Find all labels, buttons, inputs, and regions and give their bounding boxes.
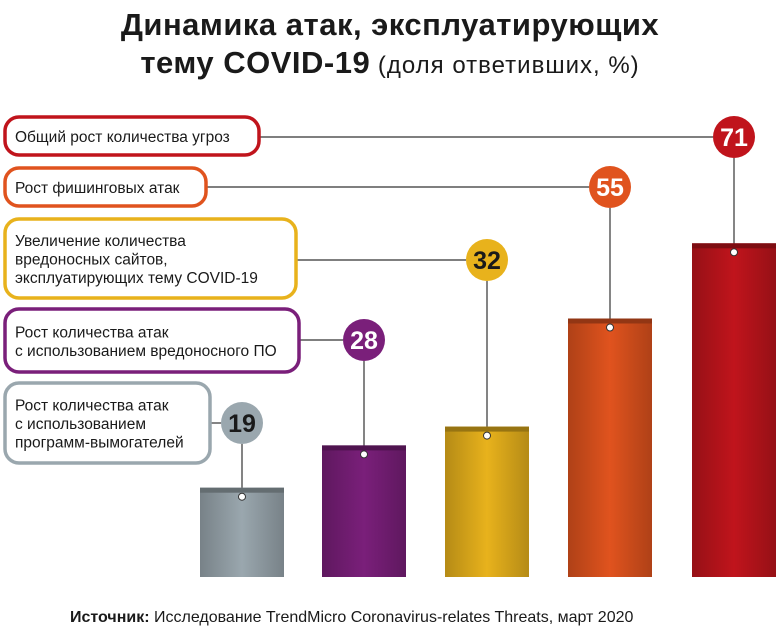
bar-dot [238,492,246,501]
bar [692,243,776,578]
source-note: Источник: Исследование TrendMicro Corona… [70,609,633,627]
category-box [3,166,208,208]
data-label: 55 [596,174,624,202]
bar-cap [200,487,284,493]
title-line-2: тему COVID-19 (доля ответивших, %) [0,44,780,85]
category-label: с использованием [15,416,146,433]
category-label: Рост количества атак [15,324,169,341]
bar-cap [322,445,406,451]
bar-dot [360,450,368,459]
category-label: программ-вымогателей [15,435,184,452]
data-label: 19 [228,410,256,438]
bar-dot [730,248,738,257]
category-label: эксплуатирующих тему COVID-19 [15,270,258,287]
category-label: Рост количества атак [15,398,169,415]
category-box [3,217,298,300]
bar-cap [692,243,776,249]
bar-cap [445,426,529,432]
bar-dot [483,431,491,440]
value-bubble [221,402,263,444]
bar [445,426,529,577]
source-text: Исследование TrendMicro Coronavirus-rela… [149,609,634,626]
value-bubble [713,116,755,158]
category-label: Рост фишинговых атак [15,180,180,197]
category-box [3,307,301,374]
bar-dot [606,323,614,332]
bar-cap [568,318,652,324]
category-box [3,381,212,465]
category-label: вредоносных сайтов, [15,252,168,269]
category-label: с использованием вредоносного ПО [15,343,277,360]
title-subtitle: (доля ответивших, %) [370,52,640,79]
category-label: Увеличение количества [15,233,186,250]
bar [322,445,406,577]
bar [568,318,652,577]
value-bubble [589,166,631,208]
chart-title: Динамика атак, эксплуатирующих тему COVI… [0,6,780,85]
bar [200,487,284,577]
data-label: 32 [473,247,501,275]
title-line-1: Динамика атак, эксплуатирующих [120,7,660,42]
value-bubble [343,319,385,361]
source-label: Источник: [70,609,150,626]
title-main: тему COVID-19 [140,45,371,80]
value-bubble [466,239,508,281]
data-label: 28 [350,327,378,355]
data-label: 71 [720,124,748,152]
category-box [3,115,261,157]
category-label: Общий рост количества угроз [15,129,230,146]
